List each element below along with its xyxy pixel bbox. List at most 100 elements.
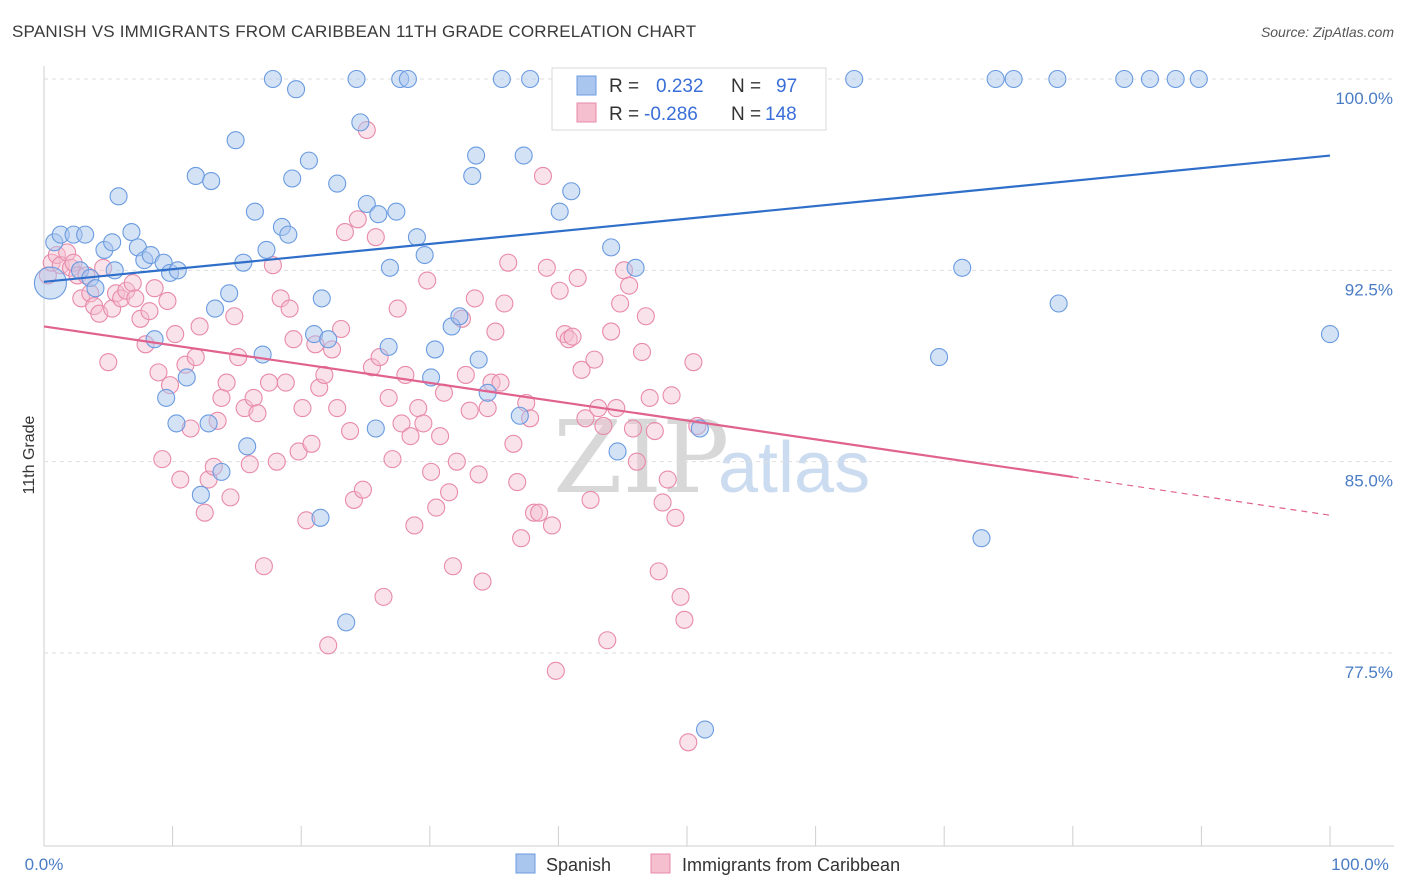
caribbean-point <box>537 258 556 277</box>
caribbean-point <box>662 386 681 405</box>
caribbean-point <box>576 409 595 428</box>
caribbean-point <box>585 350 604 369</box>
spanish-point <box>299 151 318 170</box>
spanish-point <box>312 289 331 308</box>
spanish-point <box>191 485 210 504</box>
legend-swatch-caribbean <box>576 102 597 123</box>
caribbean-point <box>546 661 565 680</box>
spanish-point <box>953 258 972 277</box>
caribbean-point <box>374 587 393 606</box>
bottom-legend-swatch-caribbean <box>650 853 671 874</box>
spanish-point <box>469 350 488 369</box>
spanish-point <box>492 69 511 89</box>
caribbean-point <box>542 516 562 535</box>
series-legend: Spanish Immigrants from Caribbean <box>515 853 900 875</box>
legend-swatch-spanish <box>576 75 597 96</box>
legend-n-label: N = <box>731 104 761 125</box>
spanish-point <box>245 202 264 221</box>
spanish-point <box>695 720 715 739</box>
spanish-point <box>930 348 949 367</box>
spanish-point <box>514 146 533 165</box>
caribbean-point <box>248 404 267 423</box>
spanish-point <box>167 414 186 433</box>
spanish-point <box>103 233 122 252</box>
caribbean-point <box>568 268 587 288</box>
caribbean-point <box>302 434 321 453</box>
caribbean-point <box>524 503 544 522</box>
caribbean-point <box>217 373 236 392</box>
spanish-point <box>602 238 621 257</box>
caribbean-point <box>99 353 118 372</box>
caribbean-point <box>598 631 617 650</box>
caribbean-trendline-extension <box>1072 476 1331 516</box>
caribbean-point <box>190 317 209 336</box>
caribbean-point <box>456 365 475 384</box>
spanish-point <box>357 194 376 214</box>
caribbean-point <box>186 348 205 367</box>
x-tick-label-min: 0.0% <box>25 855 64 874</box>
caribbean-point <box>422 462 441 481</box>
spanish-point <box>550 202 569 221</box>
spanish-point <box>253 345 272 364</box>
caribbean-point <box>195 503 214 522</box>
caribbean-point <box>563 327 582 346</box>
watermark-atlas: atlas <box>718 428 870 508</box>
spanish-point <box>279 225 298 244</box>
bottom-legend-spanish: Spanish <box>546 855 611 875</box>
caribbean-point <box>486 322 505 341</box>
legend-r-label: R = <box>609 104 639 125</box>
spanish-point <box>450 307 469 326</box>
spanish-point <box>337 613 356 632</box>
spanish-trendline <box>43 154 1331 283</box>
caribbean-point <box>263 256 282 275</box>
caribbean-trendline <box>43 325 1073 479</box>
spanish-point <box>287 80 306 99</box>
legend-r-label: R = <box>609 76 639 97</box>
source-label: Source: ZipAtlas.com <box>1260 24 1394 40</box>
spanish-point <box>380 258 399 277</box>
caribbean-point <box>149 363 168 382</box>
caribbean-point <box>581 490 600 509</box>
caribbean-point <box>465 289 484 308</box>
spanish-point <box>608 442 627 461</box>
caribbean-point <box>103 299 122 318</box>
caribbean-point <box>225 307 244 326</box>
spanish-point <box>202 171 221 191</box>
spanish-point <box>199 414 218 433</box>
spanish-point <box>521 69 540 89</box>
spanish-point <box>407 228 426 247</box>
caribbean-point <box>469 465 488 484</box>
caribbean-point <box>530 503 549 522</box>
bottom-legend-swatch-spanish <box>515 853 536 874</box>
caribbean-point <box>280 299 299 318</box>
caribbean-point <box>344 490 363 509</box>
caribbean-point <box>666 508 685 527</box>
legend-r-spanish: 0.232 <box>656 76 704 97</box>
gridlines <box>44 78 1394 654</box>
caribbean-point <box>58 243 77 262</box>
caribbean-point <box>401 427 420 446</box>
spanish-point <box>510 406 529 425</box>
spanish-point <box>157 388 176 407</box>
caribbean-point <box>679 733 698 752</box>
caribbean-point <box>572 360 591 379</box>
legend-box <box>551 67 827 131</box>
caribbean-point <box>293 399 312 418</box>
spanish-point <box>1049 294 1068 313</box>
spanish-point <box>1140 69 1160 89</box>
spanish-point <box>263 69 282 89</box>
caribbean-point <box>594 416 613 436</box>
caribbean-point <box>166 325 185 344</box>
caribbean-point <box>414 414 433 433</box>
caribbean-point <box>319 636 338 655</box>
spanish-point <box>76 225 95 244</box>
caribbean-point <box>645 422 664 441</box>
bottom-legend-caribbean: Immigrants from Caribbean <box>682 855 900 875</box>
caribbean-point <box>499 253 518 272</box>
caribbean-point <box>259 373 279 392</box>
spanish-point <box>186 166 205 185</box>
spanish-point <box>986 69 1005 89</box>
spanish-point <box>467 146 486 165</box>
spanish-point <box>86 279 105 298</box>
